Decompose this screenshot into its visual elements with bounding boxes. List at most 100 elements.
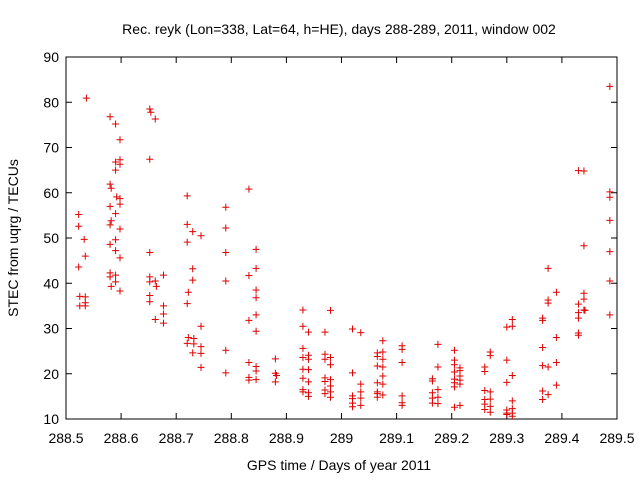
data-point [146,278,154,286]
data-point [379,363,387,371]
data-point [146,298,154,306]
data-point [112,210,120,218]
data-point [428,377,436,385]
data-point [373,393,381,401]
data-point [299,322,307,330]
data-point [450,361,458,369]
data-point [398,392,406,400]
x-tick-label: 289 [330,430,354,446]
data-point [183,339,191,347]
data-point [321,377,329,385]
data-point [299,388,307,396]
data-point [574,331,582,339]
data-point [107,184,115,192]
data-point [146,248,154,256]
data-point [349,369,357,377]
data-point [486,352,494,360]
x-tick-label: 288.8 [214,430,249,446]
data-point [450,368,458,376]
data-point [112,236,120,244]
data-point [222,203,230,211]
data-point [190,340,198,348]
data-point [252,264,260,272]
data-point [80,235,88,243]
data-point [544,391,552,399]
data-point [326,306,334,314]
chart-title: Rec. reyk (Lon=338, Lat=64, h=HE), days … [122,21,556,37]
data-point [151,115,159,123]
data-point [398,401,406,409]
data-point [299,306,307,314]
data-point [252,376,260,384]
data-point [606,216,614,224]
data-point [106,113,114,121]
data-point [304,328,312,336]
data-point [574,314,582,322]
data-point [539,387,547,395]
data-point [321,328,329,336]
data-point [580,289,588,297]
data-point [379,355,387,363]
data-point [183,300,191,308]
data-point [450,346,458,354]
data-point [252,311,260,319]
data-point [379,380,387,388]
data-point [552,288,560,296]
data-point [183,220,191,228]
data-point [539,362,547,370]
data-point [326,382,334,390]
data-point [544,363,552,371]
data-point [184,288,192,296]
data-point [146,105,154,113]
data-point [434,340,442,348]
data-point [252,294,260,302]
data-point [503,356,511,364]
data-point [581,306,589,314]
data-point [357,401,365,409]
data-point [197,349,205,357]
data-point [106,180,114,188]
data-point [606,248,614,256]
data-point [503,323,511,331]
data-point [252,367,260,375]
data-point [357,388,365,396]
data-point [398,358,406,366]
data-point [508,412,516,420]
x-tick-label: 288.9 [269,430,304,446]
data-point [486,402,494,410]
data-point [107,282,115,290]
data-point [456,401,464,409]
data-point [552,358,560,366]
data-point [508,315,516,323]
data-point [326,361,334,369]
data-point [245,376,253,384]
data-point [189,228,197,236]
data-point [116,225,124,233]
data-point [450,403,458,411]
data-point [106,240,114,248]
data-point [379,348,387,356]
data-point [503,378,511,386]
data-point [183,238,191,246]
x-tick-label: 289.5 [599,430,634,446]
data-point [503,410,511,418]
data-point [112,120,120,128]
plot-area-frame [65,56,618,420]
data-point [481,405,489,413]
data-point [434,386,442,394]
x-tick-label: 289.4 [544,430,579,446]
data-point [245,316,253,324]
data-point [222,248,230,256]
x-tick-label: 289.3 [489,430,524,446]
x-axis-label: GPS time / Days of year 2011 [247,457,431,473]
data-point [160,319,168,327]
x-axis: 288.5 288.6 288.7 288.8 288.9 289 289.1 289.2 28… [48,57,635,446]
data-point [357,329,365,337]
data-point [113,193,121,201]
data-point [152,282,160,290]
data-point [450,383,458,391]
y-axis: 10 20 30 40 50 60 70 80 90 [43,49,617,427]
y-tick-label: 30 [43,321,59,337]
data-point [373,353,381,361]
